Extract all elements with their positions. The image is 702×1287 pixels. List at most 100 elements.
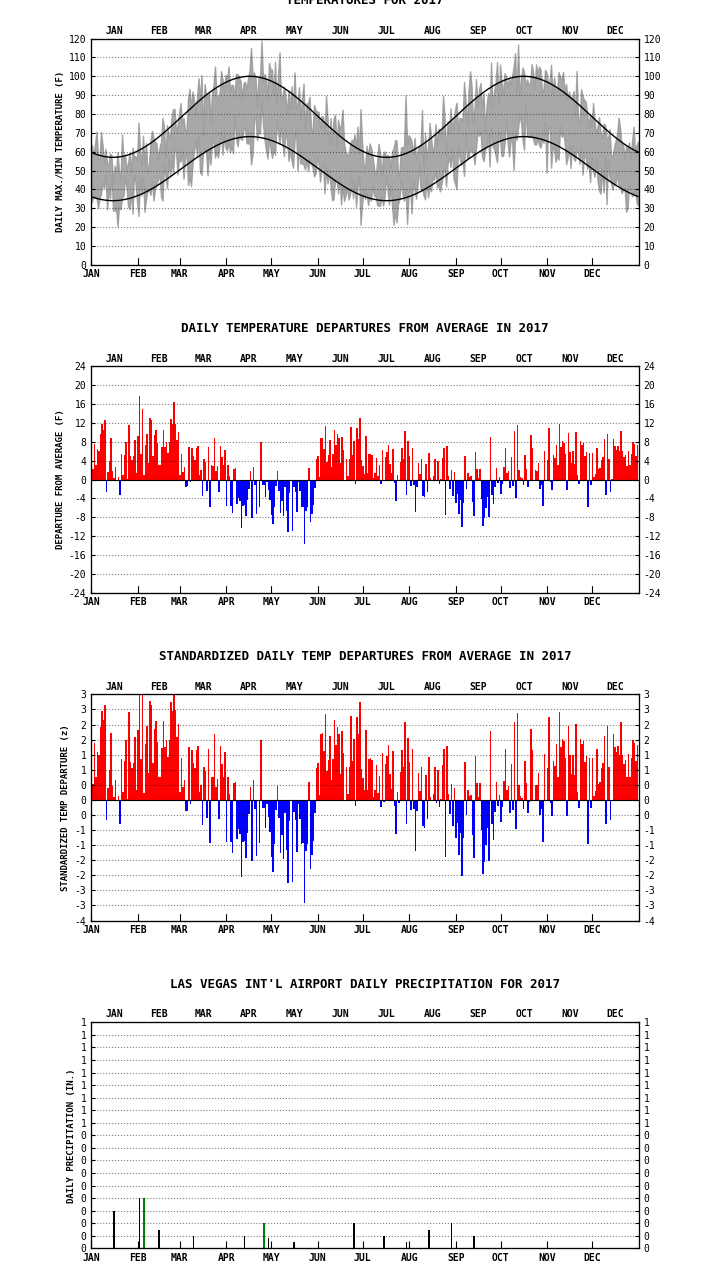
Bar: [481, 801, 482, 830]
Bar: [119, 480, 121, 495]
Bar: [188, 447, 190, 480]
Bar: [282, 480, 284, 516]
Bar: [435, 480, 437, 481]
Bar: [541, 801, 542, 810]
Bar: [295, 801, 296, 820]
Bar: [385, 764, 386, 801]
Bar: [587, 480, 588, 507]
Bar: [295, 480, 296, 492]
Bar: [576, 792, 578, 801]
Bar: [563, 443, 564, 480]
Bar: [199, 793, 200, 801]
Bar: [124, 761, 125, 801]
Bar: [183, 780, 185, 801]
Bar: [432, 476, 434, 480]
Bar: [399, 772, 401, 801]
Bar: [443, 749, 444, 801]
Bar: [601, 768, 602, 801]
Bar: [267, 1238, 269, 1248]
Bar: [489, 731, 491, 801]
Bar: [206, 480, 208, 490]
Bar: [230, 801, 232, 842]
Bar: [230, 480, 232, 506]
Bar: [420, 767, 422, 801]
Bar: [307, 480, 308, 507]
Bar: [263, 801, 265, 808]
Bar: [204, 771, 206, 801]
Bar: [341, 436, 343, 480]
Bar: [171, 710, 173, 801]
Bar: [410, 480, 411, 486]
Bar: [616, 752, 617, 801]
Bar: [317, 457, 319, 480]
Bar: [518, 785, 519, 801]
Bar: [498, 795, 500, 801]
Bar: [364, 790, 365, 801]
Bar: [512, 801, 514, 811]
Bar: [496, 468, 497, 480]
Bar: [476, 782, 477, 801]
Title: DAILY TEMPERATURE DEPARTURES FROM AVERAGE IN 2017: DAILY TEMPERATURE DEPARTURES FROM AVERAG…: [181, 322, 549, 335]
Bar: [176, 737, 178, 801]
Bar: [293, 480, 295, 486]
Bar: [267, 480, 269, 490]
Bar: [386, 452, 388, 480]
Bar: [260, 441, 262, 480]
Bar: [463, 801, 464, 838]
Bar: [608, 767, 609, 801]
Bar: [333, 719, 335, 801]
Bar: [407, 737, 409, 801]
Bar: [482, 480, 484, 526]
Bar: [451, 1223, 452, 1248]
Bar: [428, 1229, 430, 1248]
Bar: [315, 767, 317, 801]
Bar: [114, 780, 116, 801]
Bar: [539, 480, 541, 489]
Bar: [380, 480, 382, 484]
Bar: [305, 480, 307, 511]
Bar: [564, 758, 566, 801]
Bar: [303, 480, 305, 544]
Bar: [562, 739, 563, 801]
Bar: [547, 459, 548, 480]
Bar: [383, 480, 385, 481]
Bar: [197, 447, 199, 480]
Bar: [571, 773, 572, 801]
Bar: [458, 801, 460, 855]
Bar: [284, 480, 286, 488]
Bar: [455, 801, 456, 838]
Bar: [470, 794, 472, 801]
Bar: [401, 448, 402, 480]
Bar: [104, 705, 105, 801]
Bar: [157, 443, 158, 480]
Bar: [341, 731, 343, 801]
Bar: [413, 480, 415, 485]
Bar: [206, 801, 208, 817]
Bar: [220, 746, 221, 801]
Bar: [284, 801, 286, 812]
Bar: [236, 480, 237, 505]
Bar: [518, 470, 519, 480]
Bar: [476, 468, 477, 480]
Bar: [430, 797, 431, 801]
Bar: [194, 768, 196, 801]
Bar: [609, 480, 611, 493]
Bar: [331, 780, 332, 801]
Bar: [637, 745, 638, 801]
Bar: [134, 440, 135, 480]
Bar: [423, 801, 425, 828]
Bar: [397, 793, 398, 801]
Bar: [173, 676, 175, 801]
Bar: [203, 767, 204, 801]
Bar: [578, 801, 580, 808]
Bar: [320, 439, 322, 480]
Bar: [277, 471, 278, 480]
Bar: [407, 440, 409, 480]
Bar: [289, 480, 290, 493]
Bar: [538, 772, 539, 801]
Bar: [452, 480, 453, 495]
Bar: [509, 480, 510, 488]
Bar: [580, 739, 581, 801]
Bar: [100, 434, 101, 480]
Bar: [542, 801, 543, 842]
